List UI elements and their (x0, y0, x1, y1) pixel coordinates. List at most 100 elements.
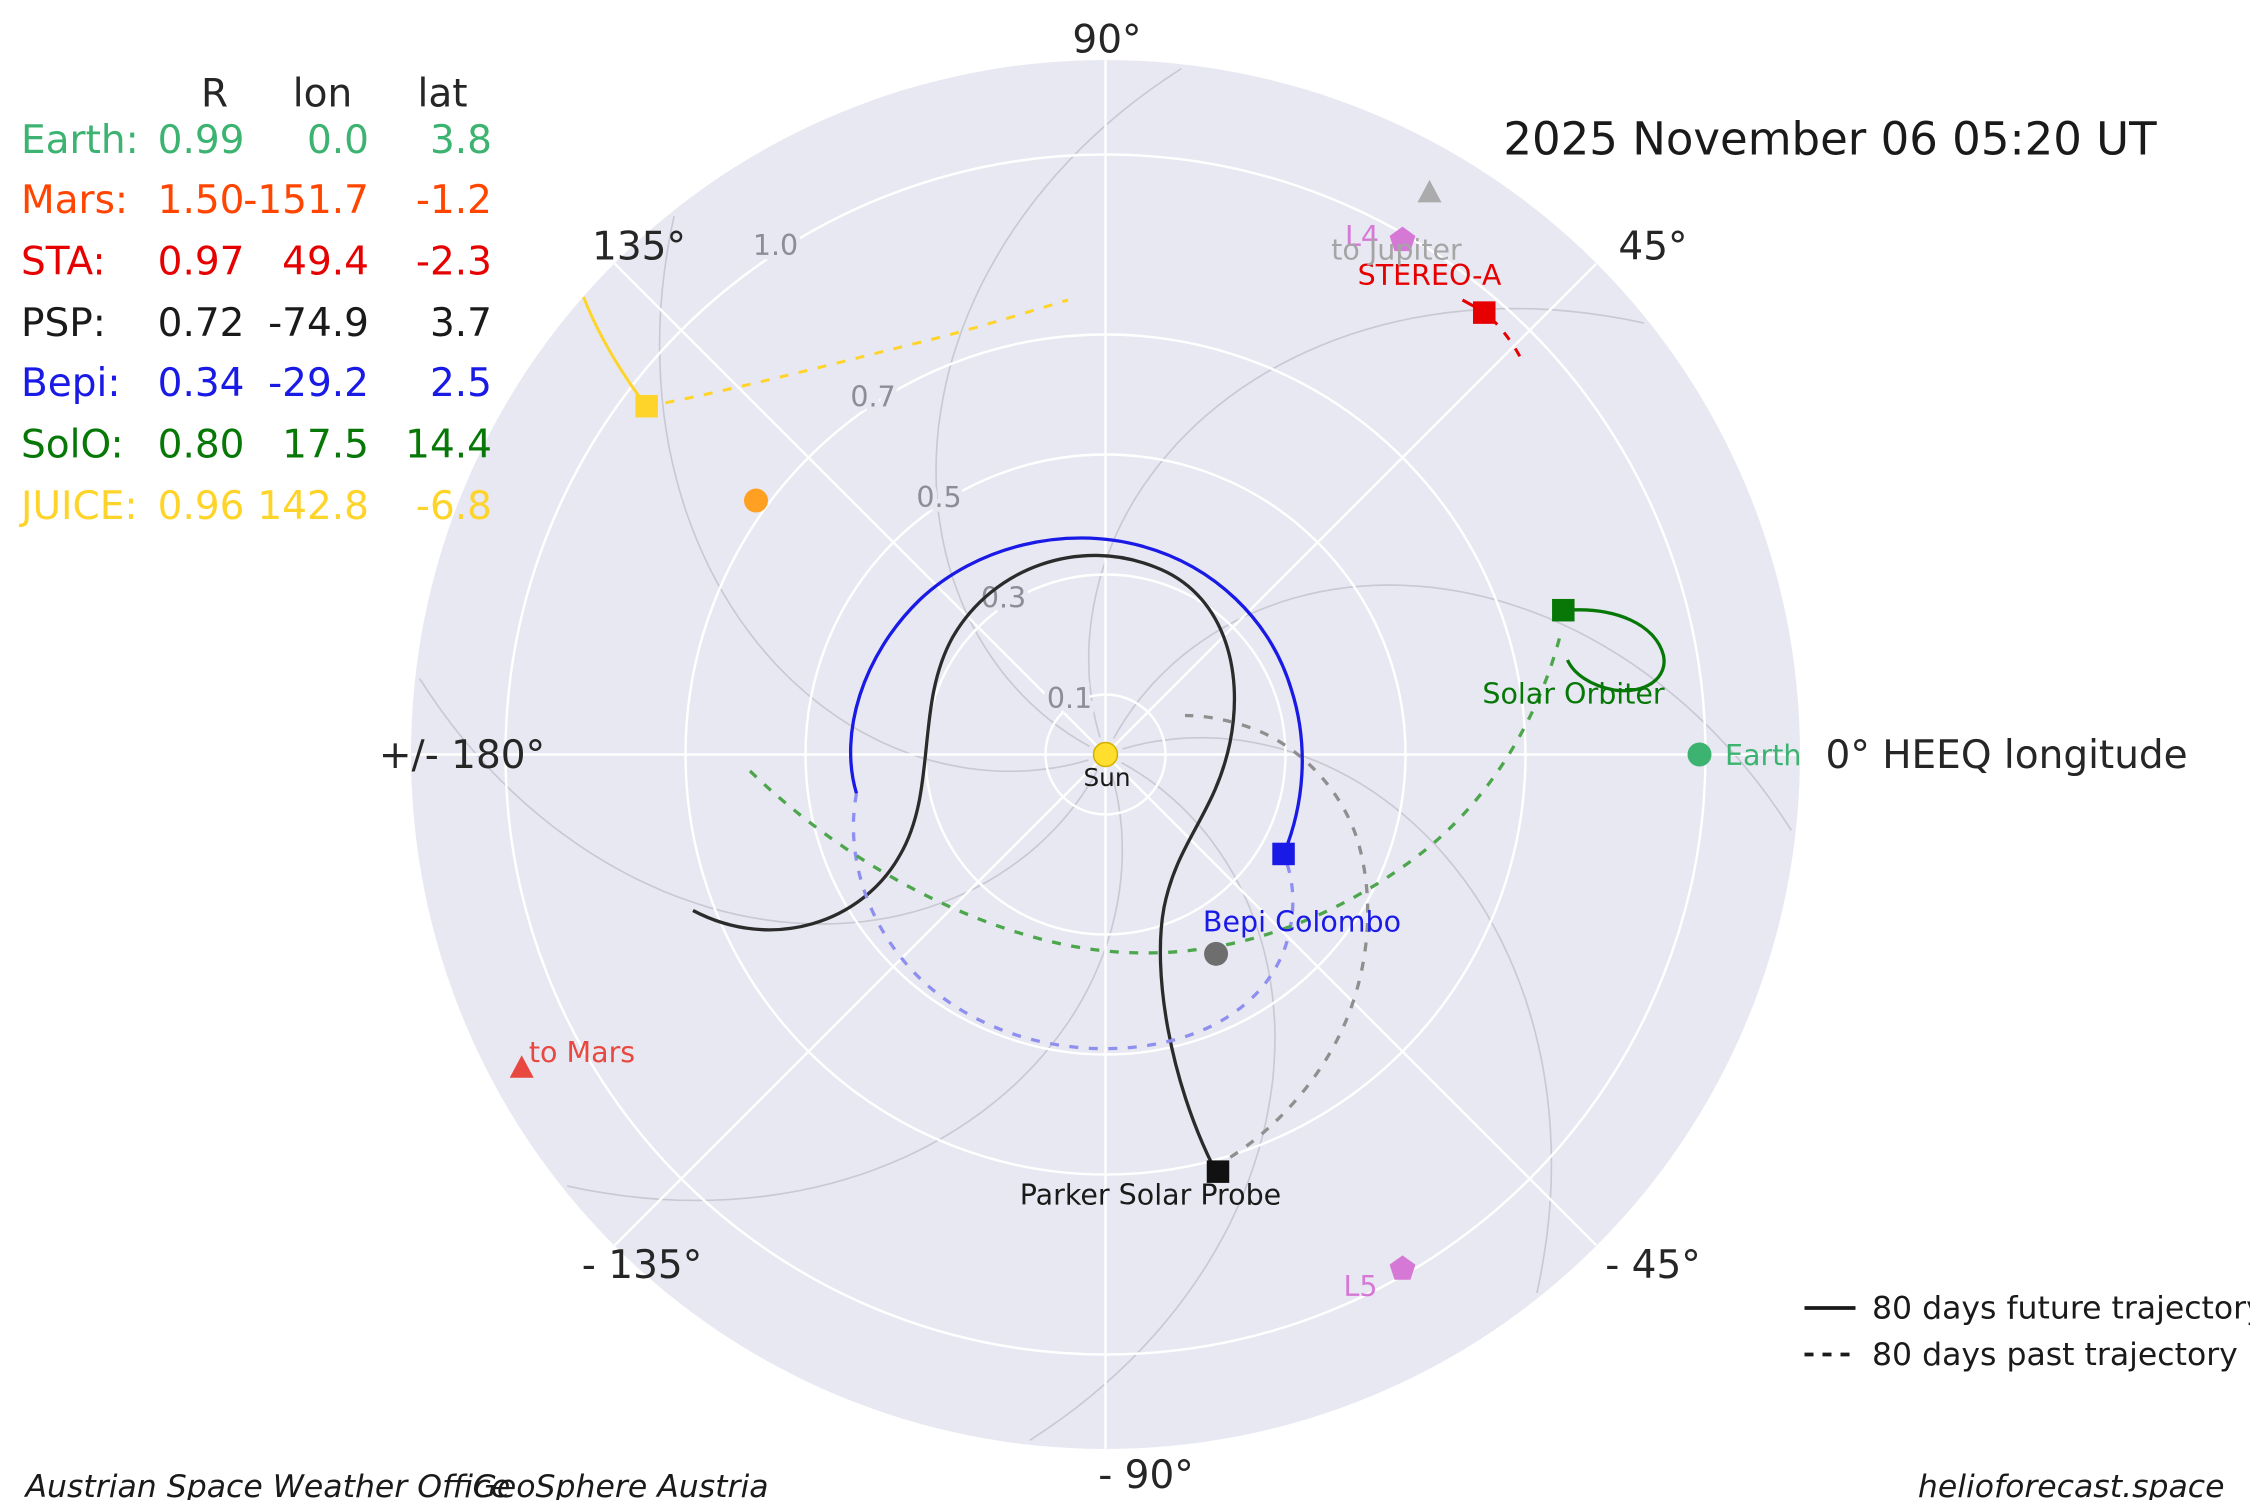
row-r: 0.34 (158, 361, 245, 406)
row-lat: 3.7 (430, 301, 492, 346)
axis-label-m90: - 90° (1098, 1453, 1194, 1498)
footer-org-2: GeoSphere Austria (473, 1469, 769, 1500)
l5-pentagon (1389, 1255, 1416, 1280)
row-label: Bepi: (21, 361, 120, 406)
solar-orbiter-square (1552, 598, 1575, 622)
solar-orbiter-marker (1552, 598, 1575, 622)
position-table: R lon lat Earth: 0.99 0.0 3.8 Mars: 1.50… (18, 72, 492, 530)
table-row: PSP: 0.72 -74.9 3.7 (21, 301, 492, 346)
radial-tick-label: 0.7 (850, 381, 895, 414)
trajectory-legend: 80 days future trajectory 80 days past t… (1804, 1291, 2250, 1373)
row-lon: -74.9 (268, 301, 369, 346)
datetime-title: 2025 November 06 05:20 UT (1503, 113, 2157, 166)
row-lon: 142.8 (257, 484, 369, 529)
footer-site: helioforecast.space (1918, 1469, 2225, 1500)
to-mars-label: to Mars (529, 1036, 635, 1069)
row-lon: -29.2 (268, 361, 369, 406)
row-lon: 0.0 (307, 118, 369, 163)
radial-tick-label: 0.5 (916, 481, 961, 514)
solar-orbiter-label: Solar Orbiter (1482, 678, 1665, 711)
radial-tick-label: 0.1 (1047, 682, 1092, 715)
to-mars-arrow-icon (509, 1055, 534, 1078)
table-header-lat: lat (417, 72, 467, 117)
row-lat: 2.5 (430, 361, 492, 406)
axis-label-180: +/- 180° (379, 733, 545, 778)
row-label: SolO: (21, 423, 124, 468)
bepi-label: Bepi Colombo (1203, 906, 1401, 939)
sun-label: Sun (1083, 763, 1130, 792)
earth-label: Earth (1725, 739, 1801, 772)
table-row: Bepi: 0.34 -29.2 2.5 (21, 361, 492, 406)
grid-spoke (613, 753, 1107, 1247)
row-lat: 14.4 (405, 423, 492, 468)
table-row: JUICE: 0.96 142.8 -6.8 (18, 484, 492, 529)
parker-spiral-line (419, 678, 1099, 925)
row-r: 0.72 (158, 301, 245, 346)
row-r: 0.80 (158, 423, 245, 468)
table-row: Mars: 1.50 -151.7 -1.2 (21, 178, 492, 223)
table-row: Earth: 0.99 0.0 3.8 (21, 118, 492, 163)
parker-spiral-line (1112, 584, 1792, 831)
l4-label: L4 (1345, 220, 1379, 253)
legend-future-label: 80 days future trajectory (1872, 1291, 2250, 1327)
row-label: Mars: (21, 178, 128, 223)
row-label: JUICE: (18, 484, 138, 529)
bepi-past-trajectory (851, 793, 1295, 1051)
jupiter-direction-triangle (1417, 179, 1442, 203)
axis-label-135: 135° (592, 225, 686, 270)
legend-past-label: 80 days past trajectory (1872, 1337, 2238, 1373)
row-r: 0.96 (158, 484, 245, 529)
axis-label-0-heeq: 0° HEEQ longitude (1826, 733, 2188, 778)
row-lon: -151.7 (243, 178, 369, 223)
bepi-future-trajectory (849, 536, 1304, 855)
radial-tick-label: 1.0 (753, 229, 798, 262)
radial-tick-label: 0.3 (981, 582, 1026, 615)
mars-direction-triangle (509, 1055, 534, 1078)
row-lat: -1.2 (416, 178, 492, 223)
row-lat: 3.8 (430, 118, 492, 163)
table-header-lon: lon (293, 72, 352, 117)
row-lat: -2.3 (416, 240, 492, 285)
grid-spoke (1104, 753, 1598, 1247)
psp-label: Parker Solar Probe (1020, 1179, 1281, 1212)
mercury-dot (1204, 941, 1229, 966)
solo-future-trajectory (1562, 608, 1666, 693)
parker-spiral-line (1122, 736, 1553, 1294)
bepi-marker (1272, 842, 1295, 866)
row-lat: -6.8 (416, 484, 492, 529)
psp-past-trajectory (1184, 713, 1370, 1169)
grid-spoke (613, 262, 1107, 756)
l4-marker (1389, 226, 1416, 252)
psp-square (1206, 1160, 1230, 1183)
venus-dot (744, 488, 768, 513)
table-row: SolO: 0.80 17.5 14.4 (21, 423, 492, 468)
table-header-r: R (201, 72, 228, 117)
axis-label-m45: - 45° (1605, 1243, 1701, 1288)
sun-marker (1092, 741, 1119, 768)
venus-marker (744, 488, 768, 513)
to-jupiter-arrow-icon (1417, 179, 1442, 203)
psp-marker (1206, 1160, 1230, 1183)
l5-marker (1389, 1255, 1416, 1280)
solo-past-trajectory (748, 635, 1562, 955)
footer-org-1: Austrian Space Weather Office (24, 1469, 511, 1500)
row-r: 0.99 (158, 118, 245, 163)
parker-spiral-line (935, 68, 1182, 748)
l4-pentagon (1389, 226, 1416, 252)
to-jupiter-label: to Jupiter (1331, 234, 1462, 267)
row-lon: 49.4 (282, 240, 369, 285)
row-lon: 17.5 (282, 423, 369, 468)
parker-spiral-line (658, 215, 1089, 773)
mercury-marker (1204, 941, 1229, 966)
stereo-a-marker (1473, 301, 1496, 324)
parker-spiral-line (566, 771, 1124, 1202)
parker-spiral-line (1029, 761, 1276, 1441)
psp-future-trajectory (692, 553, 1237, 1168)
earth-marker (1687, 742, 1712, 767)
row-r: 1.50 (158, 178, 245, 223)
axis-label-90: 90° (1072, 18, 1141, 63)
row-r: 0.97 (158, 240, 245, 285)
juice-square (635, 394, 658, 418)
